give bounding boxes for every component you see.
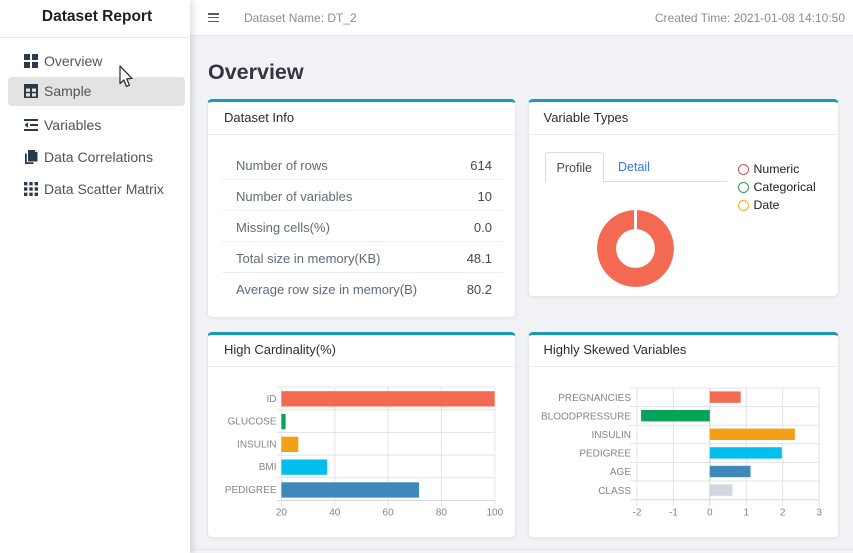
svg-text:-2: -2 [633, 508, 642, 519]
svg-text:100: 100 [486, 508, 503, 519]
svg-text:40: 40 [329, 508, 341, 519]
svg-text:0: 0 [707, 508, 713, 519]
svg-text:-1: -1 [669, 508, 678, 519]
svg-text:PEDIGREE: PEDIGREE [225, 485, 277, 496]
svg-text:20: 20 [276, 508, 288, 519]
svg-text:1: 1 [744, 508, 750, 519]
svg-text:80: 80 [436, 508, 448, 519]
svg-text:3: 3 [816, 508, 822, 519]
svg-text:INSULIN: INSULIN [237, 439, 276, 450]
svg-text:BMI: BMI [259, 462, 277, 473]
svg-text:ID: ID [267, 394, 277, 405]
svg-text:PEDIGREE: PEDIGREE [579, 449, 631, 460]
svg-text:AGE: AGE [610, 467, 631, 478]
svg-text:BLOODPRESSURE: BLOODPRESSURE [541, 411, 631, 422]
svg-text:INSULIN: INSULIN [592, 430, 631, 441]
svg-text:CLASS: CLASS [598, 486, 631, 497]
svg-text:60: 60 [383, 508, 395, 519]
svg-text:2: 2 [780, 508, 786, 519]
svg-text:PREGNANCIES: PREGNANCIES [558, 393, 631, 404]
svg-text:GLUCOSE: GLUCOSE [228, 417, 277, 428]
